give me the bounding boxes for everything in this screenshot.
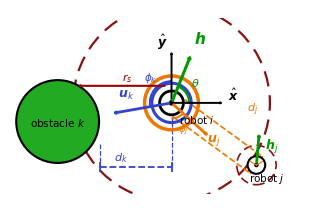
Circle shape [169, 101, 173, 105]
Text: obstacle $k$: obstacle $k$ [30, 117, 85, 128]
Circle shape [255, 163, 258, 167]
Text: $\boldsymbol{u}_k$: $\boldsymbol{u}_k$ [118, 89, 134, 102]
Text: $\phi_k$: $\phi_k$ [144, 71, 157, 85]
Circle shape [16, 80, 99, 163]
Circle shape [248, 156, 265, 174]
Text: $\hat{\boldsymbol{y}}$: $\hat{\boldsymbol{y}}$ [157, 33, 168, 52]
Text: $\boldsymbol{h}$: $\boldsymbol{h}$ [194, 31, 206, 47]
Text: $\boldsymbol{h}_j$: $\boldsymbol{h}_j$ [265, 138, 278, 156]
Text: $\hat{\boldsymbol{x}}$: $\hat{\boldsymbol{x}}$ [228, 88, 239, 104]
Text: robot $i$: robot $i$ [179, 114, 215, 126]
Text: $r_s$: $r_s$ [122, 72, 132, 85]
Text: $\phi_j$: $\phi_j$ [178, 122, 188, 137]
Text: $\boldsymbol{u}_j$: $\boldsymbol{u}_j$ [207, 133, 220, 148]
Text: $d_j$: $d_j$ [247, 102, 258, 118]
Text: robot $j$: robot $j$ [249, 172, 285, 186]
Text: $\theta$: $\theta$ [191, 77, 200, 89]
Text: $d_k$: $d_k$ [114, 151, 127, 165]
Circle shape [160, 91, 183, 115]
